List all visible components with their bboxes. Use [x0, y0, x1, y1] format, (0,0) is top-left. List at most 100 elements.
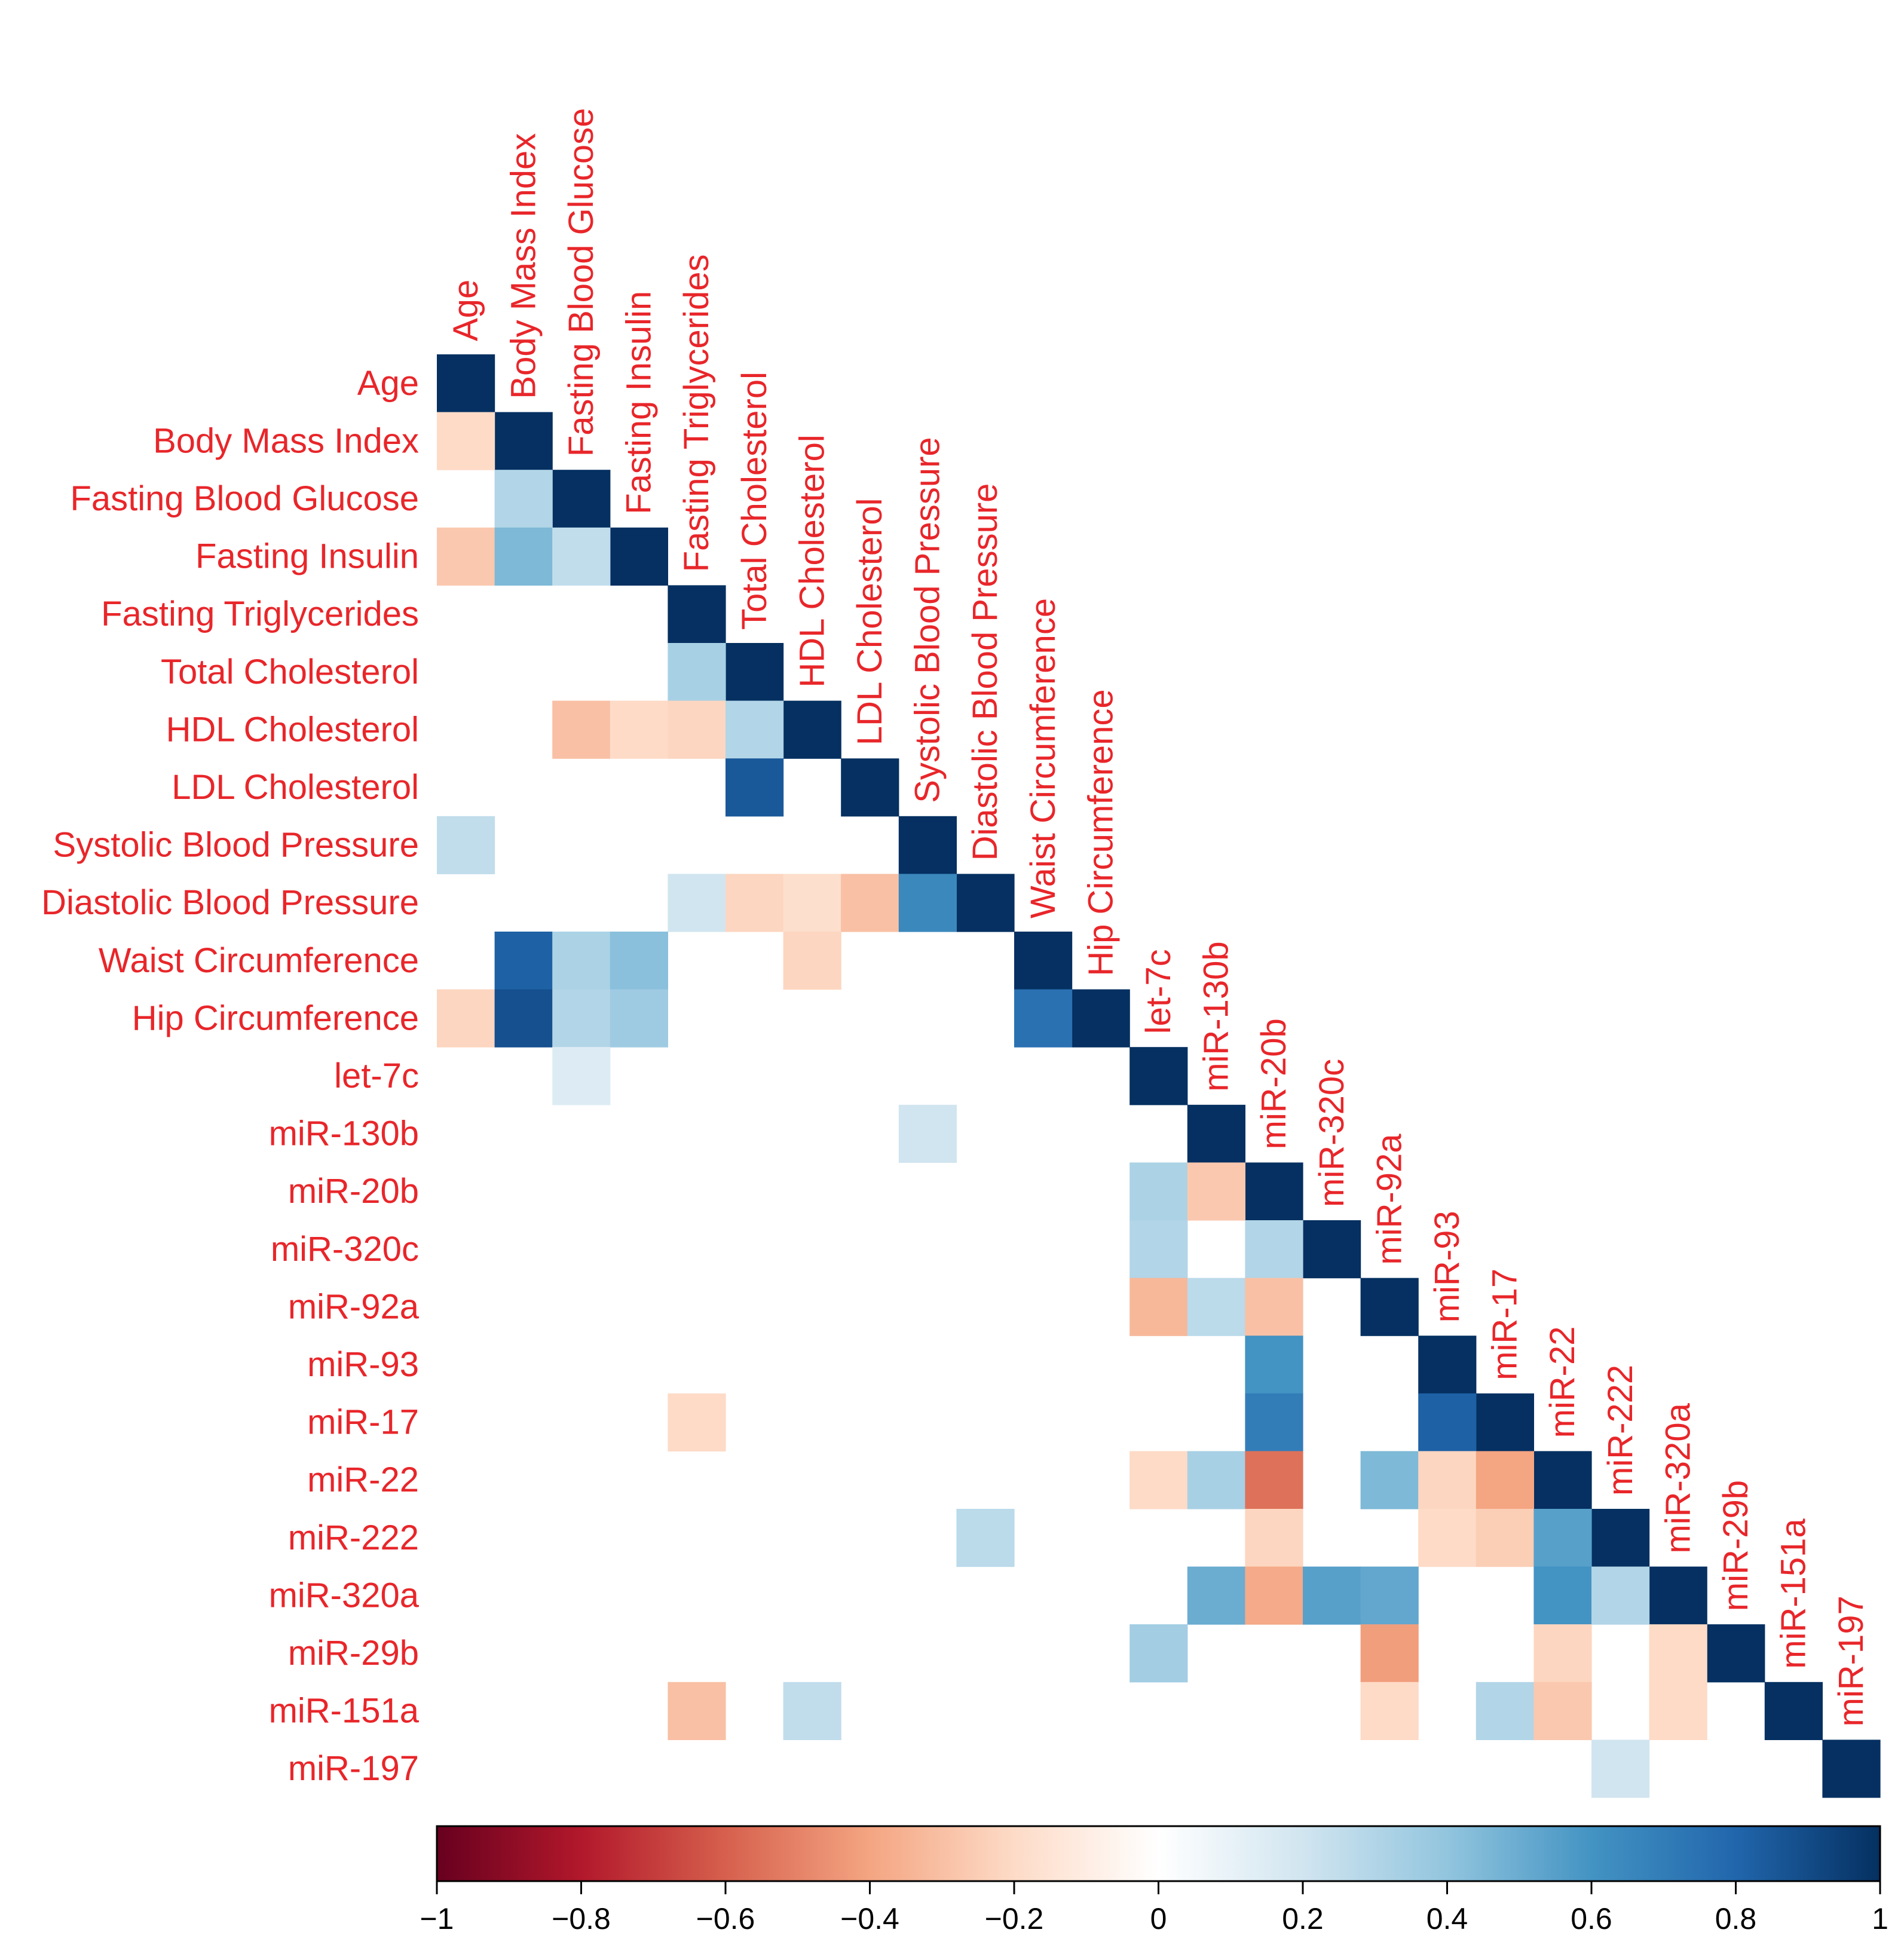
cell-mir-22-x-mir-93: [1418, 1451, 1477, 1509]
cell-diagonal-mir-130b: [1187, 1104, 1245, 1163]
cell-diagonal-mir-92a: [1360, 1278, 1419, 1336]
cell-diagonal-let-7c: [1129, 1047, 1188, 1105]
cell-mir-151a-x-mir-22: [1533, 1682, 1592, 1740]
column-label-body-mass-index: Body Mass Index: [504, 133, 543, 399]
cell-hip-circumference-x-age: [437, 989, 495, 1048]
cell-mir-222-x-mir-93: [1418, 1509, 1477, 1567]
row-label-mir-29b: miR-29b: [288, 1634, 419, 1673]
row-label-mir-222: miR-222: [288, 1518, 419, 1557]
cell-waist-circumference-x-body-mass-index: [494, 932, 553, 990]
cell-diagonal-ldl-cholesterol: [841, 758, 899, 817]
row-label-mir-320a: miR-320a: [269, 1576, 420, 1615]
cell-fasting-insulin-x-body-mass-index: [494, 527, 553, 586]
cell-total-cholesterol-x-fasting-triglycerides: [668, 643, 726, 702]
cell-diagonal-mir-320a: [1649, 1566, 1707, 1625]
colorbar-tick-label: 0.8: [1715, 1902, 1757, 1936]
cell-diagonal-waist-circumference: [1014, 932, 1073, 990]
cell-fasting-insulin-x-fasting-blood-glucose: [552, 527, 611, 586]
row-label-diastolic-blood-pressure: Diastolic Blood Pressure: [41, 883, 419, 922]
column-label-diastolic-blood-pressure: Diastolic Blood Pressure: [966, 483, 1005, 861]
row-label-total-cholesterol: Total Cholesterol: [161, 653, 419, 691]
cell-mir-320c-x-let-7c: [1129, 1220, 1188, 1279]
colorbar-tick-label: 0: [1150, 1902, 1167, 1936]
row-label-mir-151a: miR-151a: [269, 1692, 420, 1731]
row-label-fasting-insulin: Fasting Insulin: [195, 537, 419, 576]
row-label-let-7c: let-7c: [334, 1056, 419, 1095]
row-label-mir-22: miR-22: [307, 1460, 419, 1499]
cell-diagonal-mir-20b: [1245, 1162, 1303, 1221]
cell-mir-320a-x-mir-222: [1591, 1566, 1650, 1625]
cell-mir-22-x-let-7c: [1129, 1451, 1188, 1509]
column-label-let-7c: let-7c: [1139, 949, 1178, 1034]
cell-diagonal-hip-circumference: [1072, 989, 1130, 1048]
cell-mir-29b-x-let-7c: [1129, 1624, 1188, 1683]
cell-mir-320a-x-mir-20b: [1245, 1566, 1303, 1625]
column-label-mir-320c: miR-320c: [1312, 1059, 1351, 1207]
cell-fasting-blood-glucose-x-body-mass-index: [494, 470, 553, 528]
cell-mir-92a-x-let-7c: [1129, 1278, 1188, 1336]
cell-waist-circumference-x-fasting-insulin: [610, 932, 668, 990]
cell-mir-320c-x-mir-20b: [1245, 1220, 1303, 1279]
column-label-mir-130b: miR-130b: [1197, 941, 1236, 1091]
column-label-mir-197: miR-197: [1832, 1595, 1871, 1726]
row-label-fasting-triglycerides: Fasting Triglycerides: [101, 595, 419, 633]
row-label-ldl-cholesterol: LDL Cholesterol: [172, 768, 419, 807]
cell-mir-151a-x-fasting-triglycerides: [668, 1682, 726, 1740]
cell-hip-circumference-x-waist-circumference: [1014, 989, 1073, 1048]
cell-mir-222-x-diastolic-blood-pressure: [956, 1509, 1015, 1567]
cell-mir-22-x-mir-130b: [1187, 1451, 1245, 1509]
cell-diagonal-mir-29b: [1707, 1624, 1765, 1683]
column-label-mir-29b: miR-29b: [1716, 1480, 1755, 1611]
cell-systolic-blood-pressure-x-age: [437, 816, 495, 874]
row-label-body-mass-index: Body Mass Index: [153, 421, 419, 460]
row-label-mir-17: miR-17: [307, 1403, 419, 1442]
column-label-age: Age: [446, 280, 485, 341]
cell-diagonal-body-mass-index: [494, 412, 553, 470]
cell-mir-92a-x-mir-20b: [1245, 1278, 1303, 1336]
cell-mir-320a-x-mir-130b: [1187, 1566, 1245, 1625]
column-label-mir-22: miR-22: [1543, 1326, 1582, 1438]
colorbar-gradient: [436, 1825, 1881, 1882]
cell-mir-197-x-mir-222: [1591, 1740, 1650, 1798]
cell-diagonal-total-cholesterol: [726, 643, 784, 702]
cell-diastolic-blood-pressure-x-fasting-triglycerides: [668, 874, 726, 932]
cell-mir-151a-x-mir-92a: [1360, 1682, 1419, 1740]
row-label-age: Age: [357, 364, 419, 403]
cell-diagonal-mir-222: [1591, 1509, 1650, 1567]
colorbar-tick-label: 0.6: [1571, 1902, 1612, 1936]
cell-waist-circumference-x-hdl-cholesterol: [783, 932, 841, 990]
column-label-fasting-triglycerides: Fasting Triglycerides: [677, 255, 716, 572]
column-label-fasting-insulin: Fasting Insulin: [620, 291, 659, 514]
cell-diastolic-blood-pressure-x-systolic-blood-pressure: [898, 874, 957, 932]
cell-body-mass-index-x-age: [437, 412, 495, 470]
column-label-mir-320a: miR-320a: [1658, 1402, 1697, 1553]
cell-fasting-insulin-x-age: [437, 527, 495, 586]
colorbar-tick-label: 0.2: [1282, 1902, 1324, 1936]
column-label-mir-20b: miR-20b: [1254, 1018, 1293, 1149]
column-label-total-cholesterol: Total Cholesterol: [735, 372, 774, 630]
row-label-mir-197: miR-197: [288, 1749, 419, 1788]
cell-mir-22-x-mir-92a: [1360, 1451, 1419, 1509]
cell-diagonal-mir-320c: [1303, 1220, 1361, 1279]
cell-diagonal-age: [437, 354, 495, 413]
cell-diastolic-blood-pressure-x-ldl-cholesterol: [841, 874, 899, 932]
column-label-mir-151a: miR-151a: [1774, 1518, 1813, 1669]
cell-hip-circumference-x-fasting-blood-glucose: [552, 989, 611, 1048]
column-label-mir-222: miR-222: [1601, 1365, 1640, 1496]
column-label-mir-93: miR-93: [1428, 1211, 1467, 1322]
row-label-systolic-blood-pressure: Systolic Blood Pressure: [53, 826, 419, 865]
cell-diagonal-mir-17: [1476, 1393, 1534, 1451]
cell-diagonal-mir-22: [1533, 1451, 1592, 1509]
cell-mir-222-x-mir-17: [1476, 1509, 1534, 1567]
cell-hip-circumference-x-body-mass-index: [494, 989, 553, 1048]
row-label-fasting-blood-glucose: Fasting Blood Glucose: [70, 479, 419, 518]
cell-mir-17-x-fasting-triglycerides: [668, 1393, 726, 1451]
row-label-hdl-cholesterol: HDL Cholesterol: [166, 710, 419, 749]
column-label-mir-17: miR-17: [1486, 1269, 1525, 1380]
column-label-ldl-cholesterol: LDL Cholesterol: [850, 498, 889, 745]
cell-hdl-cholesterol-x-fasting-triglycerides: [668, 700, 726, 759]
cell-mir-92a-x-mir-130b: [1187, 1278, 1245, 1336]
cell-diagonal-mir-93: [1418, 1336, 1477, 1394]
